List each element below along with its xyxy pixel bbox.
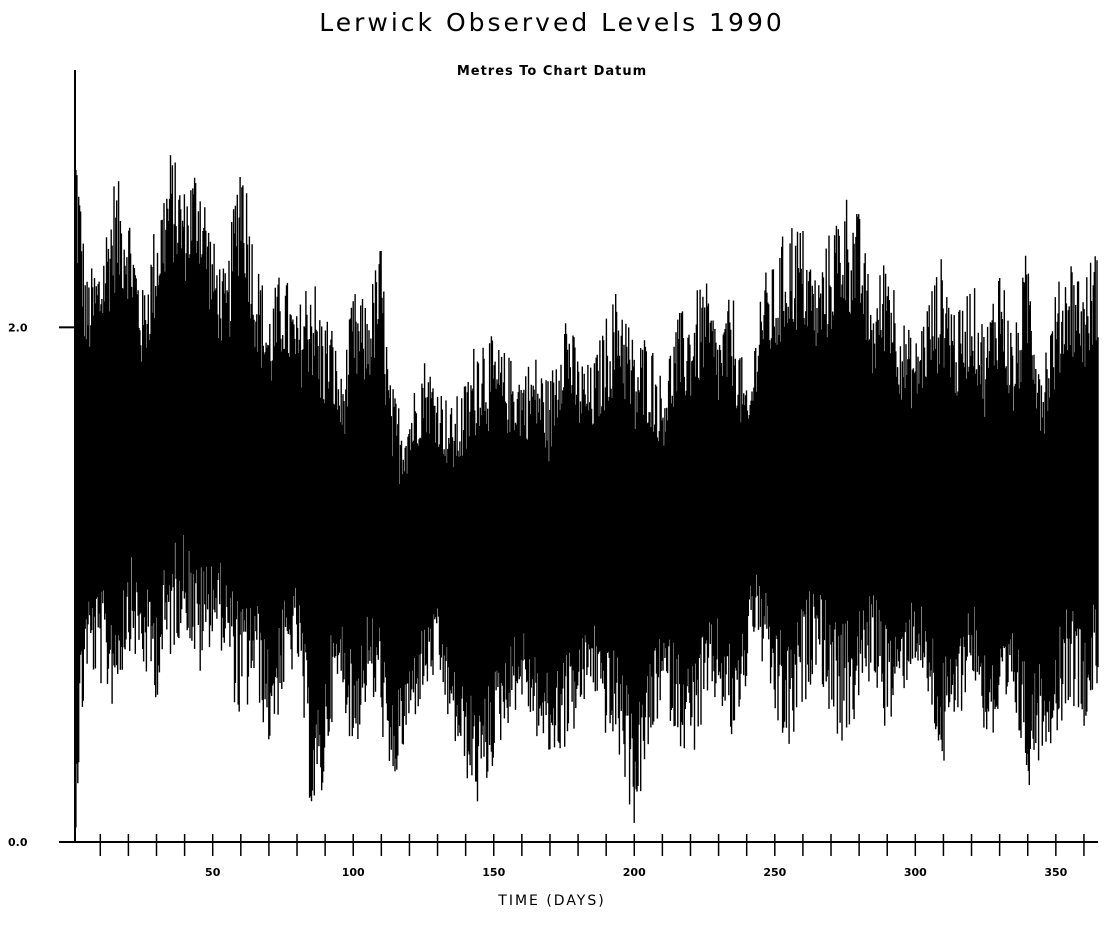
x-tick-label: 250 <box>763 866 786 879</box>
x-tick-label: 50 <box>205 866 221 879</box>
x-tick-label: 300 <box>904 866 927 879</box>
chart-subtitle: Metres To Chart Datum <box>456 64 648 79</box>
series-tidal-level-line <box>74 153 1099 828</box>
y-tick-label: 2.0 <box>8 321 28 334</box>
chart-title: Lerwick Observed Levels 1990 <box>319 8 785 37</box>
x-tick-label: 150 <box>482 866 505 879</box>
y-tick-label: 0.0 <box>8 836 28 849</box>
x-tick-label: 350 <box>1044 866 1067 879</box>
axes-layer: 0.0 2.0 50 100 150 200 250 300 350 <box>8 70 1098 879</box>
x-tick-label: 200 <box>623 866 646 879</box>
x-axis-label: TIME (DAYS) <box>498 893 606 909</box>
x-tick-label: 100 <box>342 866 365 879</box>
series-layer <box>74 153 1099 828</box>
